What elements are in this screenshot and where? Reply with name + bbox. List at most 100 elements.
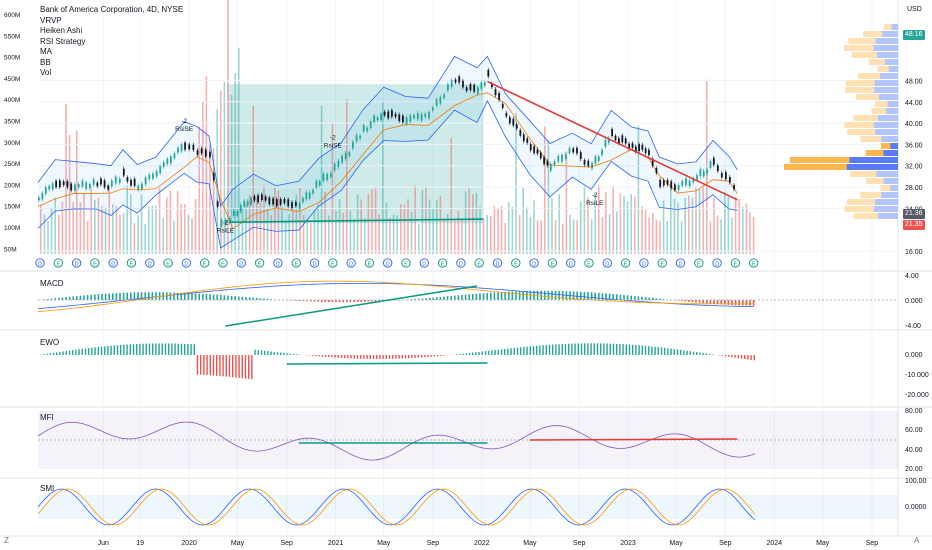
candle-body <box>212 173 215 181</box>
earnings-marker-circle <box>492 258 503 268</box>
ewo-bar <box>561 344 563 355</box>
candle-body <box>380 113 383 120</box>
chart-title[interactable]: Bank of America Corporation, 4D, NYSE <box>40 5 184 14</box>
macd-label[interactable]: MACD <box>40 279 64 288</box>
macd-bar <box>742 300 744 306</box>
macd-bar <box>86 295 89 300</box>
macd-bar <box>544 290 546 300</box>
candle-body <box>591 163 593 169</box>
volume-profile-bar <box>875 199 898 205</box>
ewo-bar <box>232 355 234 378</box>
macd-bar <box>97 294 100 300</box>
candle-body <box>631 143 634 148</box>
earnings-marker-circle <box>254 258 265 268</box>
legend-vol[interactable]: Vol <box>40 68 52 77</box>
volume-bar <box>407 199 409 254</box>
legend-ma[interactable]: MA <box>40 47 52 56</box>
volume-bar <box>547 139 550 254</box>
candle-body <box>236 211 239 216</box>
candle-body <box>469 84 472 91</box>
mfi-label[interactable]: MFI <box>40 413 54 422</box>
candle-body <box>312 189 314 194</box>
legend-bb[interactable]: BB <box>40 57 51 67</box>
legend-rsi-strategy[interactable]: RSI Strategy <box>40 36 86 46</box>
ewo-bar <box>606 343 608 355</box>
volume-bar <box>180 204 182 254</box>
ewo-bar <box>88 348 90 355</box>
volume-bar <box>86 220 89 254</box>
smi-label[interactable]: SMI <box>40 484 55 493</box>
legend-heiken-ashi[interactable]: Heiken Ashi <box>40 26 83 35</box>
timezone-toggle[interactable]: Z <box>4 536 9 545</box>
volume-profile-bar <box>883 178 898 184</box>
ewo-bar <box>315 355 317 357</box>
candle-body <box>597 156 600 161</box>
macd-bar <box>130 292 132 300</box>
volume-bar <box>238 47 240 254</box>
candle-body <box>180 144 183 152</box>
earnings-marker-text: D <box>75 262 79 268</box>
auto-scale-toggle[interactable]: A <box>914 536 920 545</box>
ewo-bar <box>676 349 679 355</box>
earnings-marker-circle <box>53 258 63 268</box>
earnings-marker-circle <box>200 258 210 268</box>
volume-bar <box>378 214 380 254</box>
volume-bar <box>187 214 190 254</box>
earnings-marker: D <box>145 258 155 268</box>
ewo-label[interactable]: EWO <box>40 338 60 347</box>
candle-body <box>141 183 143 190</box>
earnings-marker-circle <box>108 258 118 268</box>
earnings-marker: E <box>401 258 411 268</box>
earnings-marker-text: E <box>660 262 664 268</box>
ewo-bar <box>142 343 144 355</box>
macd-bar <box>47 298 49 300</box>
bollinger-lower-line <box>37 100 738 249</box>
candle-body <box>634 146 637 152</box>
macd-bar <box>727 300 730 305</box>
ewo-bar <box>46 353 48 355</box>
candle-body <box>709 161 712 168</box>
earnings-marker: E <box>291 258 301 268</box>
volume-profile-bar <box>877 52 898 58</box>
candle-body <box>607 137 610 143</box>
volume-profile-bar <box>874 101 898 107</box>
volume-bar <box>598 185 600 254</box>
currency-label[interactable]: USD <box>907 6 922 13</box>
ewo-bar <box>78 349 80 355</box>
macd-bar <box>108 293 110 300</box>
ewo-bar <box>638 345 640 355</box>
candle-body <box>621 135 624 143</box>
ewo-bar <box>724 355 727 357</box>
macd-bar <box>245 297 247 300</box>
volume-bar <box>666 220 668 254</box>
volume-tick-label: 300M <box>4 140 20 147</box>
ewo-bar <box>571 343 573 355</box>
candle-body <box>330 173 332 177</box>
ewo-bar <box>180 343 183 355</box>
strategy-signal-label: RsiSE <box>175 126 194 133</box>
volume-bar <box>673 198 676 254</box>
earnings-marker-circle <box>602 258 612 268</box>
earnings-marker-circle <box>291 258 301 268</box>
candle-body <box>720 173 723 178</box>
ewo-bar <box>497 349 499 355</box>
volume-bar <box>230 94 233 254</box>
legend-vrvp[interactable]: VRVP <box>40 15 62 25</box>
macd-bar <box>306 300 308 302</box>
ewo-bar <box>228 355 231 377</box>
earnings-marker-circle <box>694 258 704 268</box>
macd-bar <box>205 294 208 300</box>
volume-bar <box>533 200 535 254</box>
volume-bar <box>432 209 434 254</box>
volume-bar <box>576 220 578 254</box>
candle-body <box>38 197 40 201</box>
macd-bar <box>144 292 146 300</box>
candle-body <box>447 84 449 91</box>
candle-body <box>268 197 271 205</box>
earnings-marker: D <box>419 258 429 268</box>
candle-body <box>126 177 129 182</box>
volume-bar <box>511 206 514 254</box>
earnings-marker-text: E <box>56 262 60 268</box>
macd-bar <box>140 292 143 300</box>
macd-bar <box>454 295 456 300</box>
